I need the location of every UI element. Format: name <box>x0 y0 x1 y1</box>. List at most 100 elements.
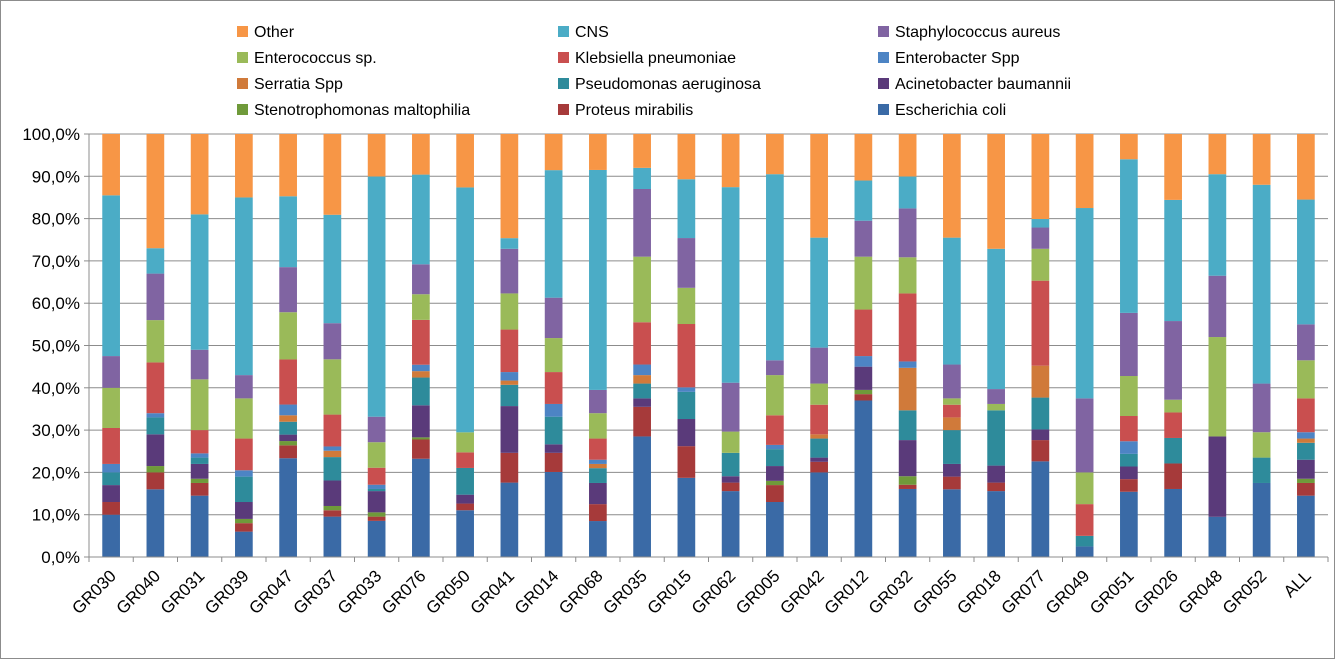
bar-segment-other-gr031 <box>190 134 209 215</box>
bar-segment-enterobacter-spp-gr033 <box>367 484 386 489</box>
bar-segment-acinetobacter-baumannii-gr068 <box>589 482 607 505</box>
legend-swatch-klebsiella-pneumoniae <box>558 52 569 63</box>
bar-segment-serratia-spp-all <box>1297 438 1315 443</box>
bar-segment-enterobacter-spp-gr015 <box>677 387 696 392</box>
bar-segment-other-gr068 <box>589 134 607 170</box>
bar-segment-pseudomonas-aeruginosa-gr030 <box>102 472 120 486</box>
bar-segment-other-gr037 <box>323 134 342 215</box>
bar-segment-proteus-mirabilis-gr051 <box>1120 479 1138 492</box>
bar-segment-cns-gr042 <box>810 237 828 348</box>
bar-segment-other-gr012 <box>854 134 873 181</box>
bar-segment-other-gr050 <box>456 134 474 188</box>
x-tick-label: GR005 <box>732 566 784 618</box>
bar-segment-enterobacter-spp-gr051 <box>1120 441 1138 454</box>
bars <box>102 134 1315 557</box>
x-tick-label: GR037 <box>290 566 342 618</box>
bar-segment-acinetobacter-baumannii-gr015 <box>677 419 696 447</box>
y-tick-label: 50,0% <box>32 337 80 356</box>
x-tick-label: GR077 <box>998 566 1050 618</box>
bar-segment-proteus-mirabilis-gr033 <box>367 516 386 521</box>
bar-segment-enterococcus-sp--gr049 <box>1075 472 1094 505</box>
bar-segment-enterococcus-sp--gr014 <box>544 338 563 373</box>
bar-segment-stenotrophomonas-maltophilia-gr037 <box>323 505 342 511</box>
bar-segment-escherichia-coli-gr031 <box>190 495 209 557</box>
bar-segment-escherichia-coli-gr052 <box>1252 482 1271 557</box>
bar-segment-enterobacter-spp-gr014 <box>544 403 563 417</box>
y-tick-label: 80,0% <box>32 210 80 229</box>
bar-segment-cns-gr037 <box>323 214 342 324</box>
x-tick-label: GR039 <box>201 566 253 618</box>
bar-segment-klebsiella-pneumoniae-gr014 <box>544 372 563 404</box>
bar-segment-escherichia-coli-gr018 <box>987 491 1005 557</box>
bar-segment-serratia-spp-gr047 <box>279 415 297 422</box>
bar-segment-escherichia-coli-gr005 <box>766 502 784 557</box>
bar-segment-staphylococcus-aureus-gr052 <box>1252 383 1271 433</box>
bar-segment-enterococcus-sp--gr055 <box>943 398 961 405</box>
bar-segment-pseudomonas-aeruginosa-gr077 <box>1031 397 1050 430</box>
bar-segment-staphylococcus-aureus-gr015 <box>677 238 696 288</box>
bar-segment-enterococcus-sp--gr050 <box>456 432 474 453</box>
bar-segment-cns-gr030 <box>102 195 120 357</box>
bar-segment-serratia-spp-gr076 <box>412 371 430 378</box>
bar-segment-acinetobacter-baumannii-gr077 <box>1031 429 1050 441</box>
bar-segment-acinetobacter-baumannii-gr032 <box>898 440 917 477</box>
bar-segment-proteus-mirabilis-gr039 <box>235 523 253 532</box>
bar-segment-escherichia-coli-gr062 <box>721 491 740 557</box>
bar-segment-acinetobacter-baumannii-gr042 <box>810 457 828 462</box>
bar-segment-other-gr040 <box>146 134 165 249</box>
bar-segment-staphylococcus-aureus-gr005 <box>766 360 784 376</box>
x-tick-label: GR033 <box>334 566 386 618</box>
y-tick-label: 90,0% <box>32 167 80 186</box>
bar-segment-enterococcus-sp--gr033 <box>367 442 386 468</box>
bar-segment-escherichia-coli-gr037 <box>323 516 342 557</box>
y-tick-label: 0,0% <box>41 548 80 567</box>
bar-segment-cns-gr039 <box>235 197 253 376</box>
bar-segment-cns-gr077 <box>1031 219 1050 228</box>
bar-segment-pseudomonas-aeruginosa-gr026 <box>1164 437 1182 464</box>
bar-segment-other-gr076 <box>412 134 430 175</box>
bar-segment-enterobacter-spp-gr068 <box>589 459 607 464</box>
x-tick-label: GR041 <box>467 566 519 618</box>
bar-segment-pseudomonas-aeruginosa-gr055 <box>943 430 961 464</box>
bar-segment-enterococcus-sp--gr062 <box>721 431 740 453</box>
bar-segment-pseudomonas-aeruginosa-gr039 <box>235 476 253 503</box>
bar-segment-klebsiella-pneumoniae-gr037 <box>323 414 342 447</box>
bar-segment-klebsiella-pneumoniae-gr068 <box>589 438 607 460</box>
bar-segment-acinetobacter-baumannii-gr031 <box>190 463 209 479</box>
bar-segment-klebsiella-pneumoniae-gr005 <box>766 415 784 445</box>
x-tick-label: GR076 <box>378 566 430 618</box>
bar-segment-escherichia-coli-gr040 <box>146 489 165 557</box>
bar-segment-enterococcus-sp--gr015 <box>677 287 696 325</box>
bar-segment-staphylococcus-aureus-gr037 <box>323 323 342 360</box>
legend-label: Klebsiella pneumoniae <box>575 50 736 67</box>
y-tick-label: 40,0% <box>32 379 80 398</box>
bar-segment-other-gr048 <box>1208 134 1227 175</box>
bar-segment-escherichia-coli-gr015 <box>677 477 696 557</box>
bar-segment-cns-gr068 <box>589 169 607 390</box>
bar-segment-escherichia-coli-gr049 <box>1075 546 1094 557</box>
bar-segment-pseudomonas-aeruginosa-gr052 <box>1252 457 1271 483</box>
bar-segment-stenotrophomonas-maltophilia-gr005 <box>766 480 784 486</box>
bar-segment-klebsiella-pneumoniae-gr050 <box>456 452 474 468</box>
bar-segment-klebsiella-pneumoniae-gr051 <box>1120 416 1138 442</box>
bar-segment-cns-gr012 <box>854 180 873 221</box>
bar-segment-proteus-mirabilis-gr040 <box>146 472 165 490</box>
bar-segment-staphylococcus-aureus-gr012 <box>854 220 873 257</box>
bar-segment-other-gr049 <box>1075 134 1094 209</box>
bar-segment-pseudomonas-aeruginosa-gr068 <box>589 468 607 483</box>
y-axis-tick-labels: 0,0% 10,0% 20,0% 30,0% 40,0% 50,0% 60,0% 70,0% 8… <box>22 125 80 567</box>
bar-segment-acinetobacter-baumannii-gr055 <box>943 463 961 477</box>
bar-segment-stenotrophomonas-maltophilia-gr039 <box>235 518 253 524</box>
bar-segment-escherichia-coli-gr032 <box>898 488 917 557</box>
bar-segment-escherichia-coli-gr051 <box>1120 491 1138 557</box>
bar-segment-cns-gr051 <box>1120 159 1138 313</box>
bar-segment-proteus-mirabilis-gr035 <box>633 406 651 437</box>
bar-segment-escherichia-coli-gr033 <box>367 520 386 557</box>
bar-segment-acinetobacter-baumannii-gr051 <box>1120 466 1138 480</box>
legend-swatch-serratia-spp <box>237 78 248 89</box>
bar-segment-enterobacter-spp-gr037 <box>323 446 342 451</box>
bar-segment-pseudomonas-aeruginosa-gr032 <box>898 410 917 441</box>
legend-label: Pseudomonas aeruginosa <box>575 76 761 93</box>
x-tick-label: GR026 <box>1130 566 1182 618</box>
